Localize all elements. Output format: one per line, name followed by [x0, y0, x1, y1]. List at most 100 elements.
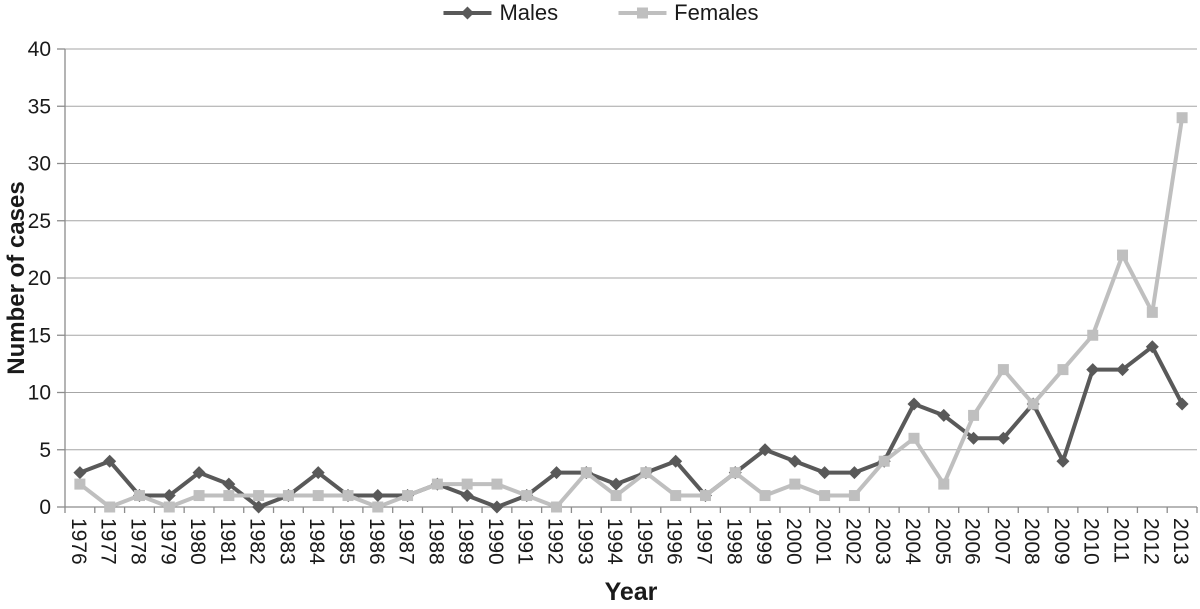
- x-tick-label: 1991: [514, 518, 537, 565]
- x-tick-label: 1990: [484, 518, 507, 565]
- males-series: [73, 340, 1189, 514]
- chart-legend: Males Females: [441, 0, 759, 25]
- x-tick-label: 2006: [961, 518, 984, 565]
- females-marker: [819, 490, 831, 502]
- x-tick-label: 1999: [752, 518, 775, 565]
- x-tick-label: 1983: [275, 518, 298, 565]
- y-tick-label: 40: [28, 38, 51, 61]
- females-line: [77, 115, 1185, 509]
- males-marker: [311, 466, 325, 480]
- females-marker: [312, 490, 324, 502]
- females-marker: [997, 364, 1009, 376]
- males-marker: [847, 466, 861, 480]
- females-marker: [74, 478, 86, 490]
- females-marker: [670, 490, 682, 502]
- x-tick-label: 1985: [335, 518, 358, 565]
- females-marker: [163, 501, 175, 513]
- x-tick-label: 2002: [841, 518, 864, 565]
- females-marker: [431, 478, 443, 490]
- females-marker: [640, 467, 652, 479]
- males-marker: [1145, 340, 1159, 354]
- x-tick-label: 2001: [812, 518, 835, 565]
- females-marker: [699, 490, 711, 502]
- males-marker: [103, 454, 117, 468]
- males-marker: [222, 477, 236, 491]
- males-marker: [996, 431, 1010, 445]
- y-tick-label: 35: [28, 95, 51, 118]
- males-marker: [1175, 397, 1189, 411]
- x-tick-label: 2007: [990, 518, 1013, 565]
- females-marker: [223, 490, 235, 502]
- females-marker: [253, 490, 265, 502]
- x-tick-label: 2009: [1050, 518, 1073, 565]
- x-tick-label: 1987: [395, 518, 418, 565]
- legend-label-females: Females: [674, 0, 759, 25]
- males-marker: [967, 431, 981, 445]
- males-marker: [758, 443, 772, 457]
- males-marker: [788, 454, 802, 468]
- y-tick-label: 0: [39, 496, 51, 519]
- females-marker: [282, 490, 294, 502]
- x-tick-label: 2003: [871, 518, 894, 565]
- y-tick-label: 30: [28, 153, 51, 176]
- x-tick-label: 2011: [1110, 518, 1133, 563]
- females-marker: [461, 478, 473, 490]
- males-marker: [192, 466, 206, 480]
- females-marker: [789, 478, 801, 490]
- legend-label-males: Males: [499, 0, 559, 25]
- females-marker: [1087, 329, 1099, 341]
- males-marker: [818, 466, 832, 480]
- x-tick-label: 1980: [186, 518, 209, 565]
- females-marker: [372, 501, 384, 513]
- males-marker: [490, 500, 504, 514]
- y-tick-label: 5: [39, 439, 51, 462]
- x-tick-label: 1981: [216, 518, 239, 565]
- males-marker: [907, 397, 921, 411]
- females-legend-marker: [636, 7, 648, 19]
- males-legend-marker: [460, 6, 474, 20]
- x-tick-label: 1992: [544, 518, 567, 565]
- females-series: [74, 112, 1188, 513]
- males-marker: [252, 500, 266, 514]
- females-marker: [848, 490, 860, 502]
- x-tick-label: 1978: [126, 518, 149, 565]
- x-tick-label: 2005: [931, 518, 954, 565]
- males-marker: [162, 489, 176, 503]
- females-marker: [938, 478, 950, 490]
- x-tick-label: 1982: [246, 518, 269, 565]
- males-marker: [1086, 363, 1100, 377]
- females-marker: [1027, 398, 1039, 410]
- males-marker: [550, 466, 564, 480]
- x-tick-label: 1988: [424, 518, 447, 565]
- females-marker: [342, 490, 354, 502]
- x-tick-label: 1993: [573, 518, 596, 565]
- males-marker: [937, 408, 951, 422]
- y-tick-label: 20: [28, 267, 51, 290]
- x-tick-label: 1986: [365, 518, 388, 565]
- females-marker: [551, 501, 563, 513]
- females-line-square-icon: [618, 7, 667, 19]
- females-marker: [521, 490, 533, 502]
- females-marker: [968, 409, 980, 421]
- x-tick-label: 1984: [305, 518, 328, 565]
- x-tick-label: 1994: [603, 518, 626, 565]
- x-tick-label: 2008: [1020, 518, 1043, 565]
- females-marker: [1176, 112, 1188, 124]
- males-marker: [1056, 454, 1070, 468]
- females-marker: [580, 467, 592, 479]
- females-marker: [491, 478, 503, 490]
- males-marker: [371, 489, 385, 503]
- legend-item-males: Males: [441, 2, 558, 24]
- y-tick-label: 15: [28, 324, 51, 347]
- x-tick-label: 2004: [901, 518, 924, 565]
- females-marker: [402, 490, 414, 502]
- females-marker: [908, 432, 920, 444]
- x-axis-title: Year: [605, 578, 658, 606]
- y-tick-label: 25: [28, 210, 51, 233]
- females-marker: [193, 490, 205, 502]
- x-tick-label: 1977: [97, 518, 120, 565]
- females-marker: [104, 501, 116, 513]
- x-tick-label: 1989: [454, 518, 477, 565]
- x-tick-label: 1996: [663, 518, 686, 565]
